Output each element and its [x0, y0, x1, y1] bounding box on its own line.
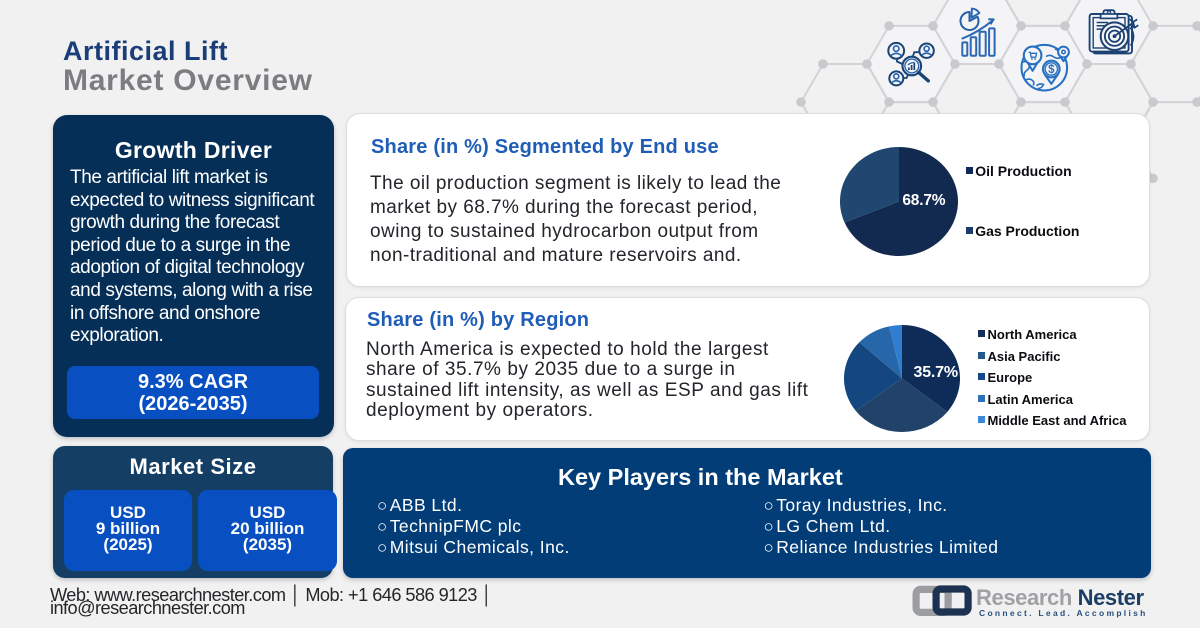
svg-text:68.7%: 68.7%: [902, 192, 945, 209]
svg-text:35.7%: 35.7%: [914, 364, 958, 381]
svg-text:$: $: [1048, 64, 1055, 76]
